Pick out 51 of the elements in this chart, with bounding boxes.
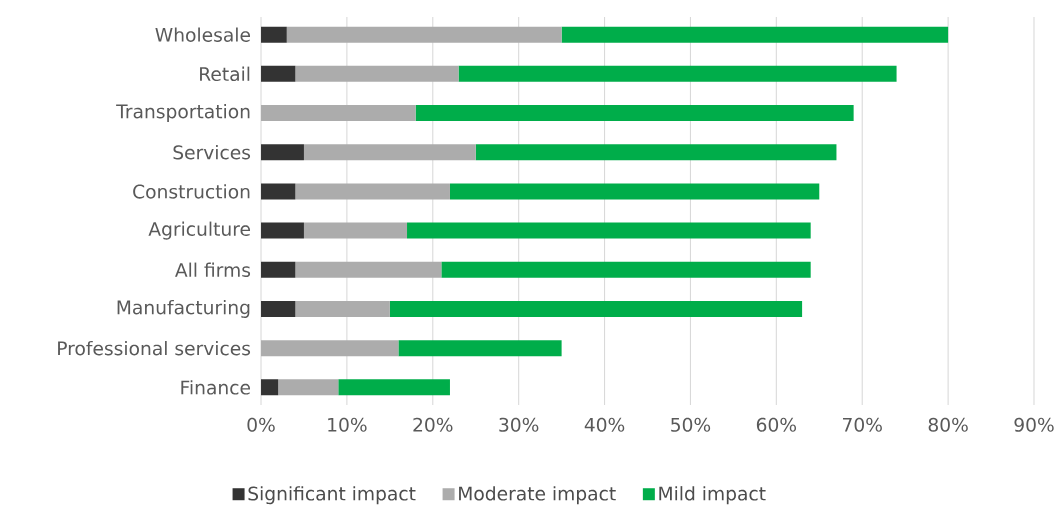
bar <box>561 26 949 43</box>
bar <box>286 26 562 43</box>
bar <box>295 261 442 278</box>
bar <box>303 222 408 239</box>
bar <box>338 379 450 396</box>
x-tick-label: 80% <box>928 417 968 432</box>
bar <box>295 300 390 317</box>
bar <box>261 379 279 396</box>
y-tick-label: Transportation <box>116 104 250 123</box>
x-tick-label: 0% <box>247 417 275 432</box>
x-tick-label: 50% <box>671 417 711 432</box>
y-tick-label: All firms <box>175 262 251 278</box>
y-tick-label: Construction <box>133 184 250 199</box>
bar <box>441 261 811 278</box>
bar <box>261 65 296 82</box>
x-tick-label: 10% <box>328 417 367 432</box>
y-tick-label: Wholesale <box>155 27 250 42</box>
x-tick-label: 70% <box>843 417 882 432</box>
y-tick-label: Manufacturing <box>117 299 250 319</box>
bar <box>407 222 811 239</box>
bar <box>295 183 450 200</box>
bar <box>295 65 459 82</box>
bar <box>261 300 296 317</box>
y-tick-label: Finance <box>181 380 251 395</box>
x-tick-label: 30% <box>499 417 539 432</box>
bar <box>261 183 296 200</box>
x-tick-label: 90% <box>1014 417 1054 432</box>
y-tick-label: Professional services <box>58 340 251 356</box>
legend-label: Mild impact <box>659 486 766 505</box>
x-tick-label: 60% <box>756 417 797 432</box>
bar <box>261 105 416 122</box>
y-tick-label: Retail <box>200 66 250 82</box>
bar <box>261 340 399 357</box>
y-tick-label: Agriculture <box>148 221 251 240</box>
bar <box>303 144 476 161</box>
bar <box>458 65 897 82</box>
x-tick-label: 20% <box>413 417 453 432</box>
bar <box>261 261 296 278</box>
bar <box>261 144 304 161</box>
bar <box>415 105 854 122</box>
bar <box>449 183 820 200</box>
legend-label: Moderate impact <box>459 486 616 505</box>
bar <box>261 26 287 43</box>
bar <box>389 300 803 317</box>
bar <box>398 340 562 357</box>
bar <box>475 144 837 161</box>
bar <box>261 222 304 239</box>
bar <box>278 379 339 396</box>
legend-label: Significant impact <box>248 486 416 505</box>
x-tick-label: 40% <box>584 417 625 432</box>
y-tick-label: Services <box>173 145 251 160</box>
